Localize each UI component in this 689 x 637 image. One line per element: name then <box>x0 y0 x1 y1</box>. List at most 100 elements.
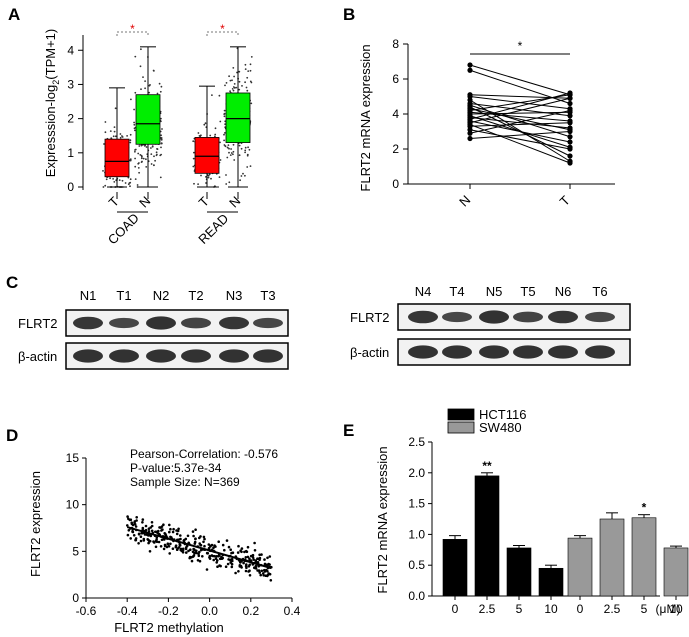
panel-d-point <box>202 540 205 544</box>
panel-a-point <box>210 177 212 180</box>
blot-band <box>513 311 543 323</box>
panel-a-point <box>140 161 143 164</box>
panel-a-point <box>233 87 236 89</box>
blot-band <box>109 349 139 363</box>
panel-a-point <box>230 148 233 150</box>
panel-b-sig-star: * <box>518 39 523 53</box>
panel-a-point <box>113 181 116 183</box>
panel-a-box-label: N <box>136 193 153 210</box>
panel-d-point <box>266 570 269 573</box>
panel-a-point <box>219 120 222 123</box>
panel-a-point <box>238 154 241 157</box>
panel-a-point <box>121 135 123 137</box>
panel-e-bar <box>442 539 468 597</box>
panel-b-pair-line <box>469 117 571 129</box>
panel-a-point <box>138 171 141 174</box>
blot-band <box>219 316 249 330</box>
panel-d-point <box>140 531 144 535</box>
panel-b-point-n <box>467 62 473 68</box>
panel-d-point <box>218 554 221 557</box>
panel-e-ytick-label: 1.5 <box>408 497 425 511</box>
panel-b-point-t <box>567 100 573 107</box>
panel-d-point <box>251 553 255 557</box>
panel-a-point <box>139 154 142 156</box>
panel-d-point <box>203 544 206 548</box>
panel-e-xtick-label: 10 <box>669 602 683 616</box>
panel-a-point <box>129 141 132 144</box>
panel-d-fit-line <box>126 526 272 570</box>
panel-b-point-t <box>567 95 573 101</box>
blot-lane-label: N3 <box>226 288 243 303</box>
panel-d-point <box>127 529 131 532</box>
panel-d-point <box>171 530 175 534</box>
blot-lane-label: T1 <box>116 288 131 303</box>
panel-d-point <box>195 551 198 555</box>
panel-a-point <box>209 134 212 137</box>
panel-d-point <box>155 536 159 539</box>
panel-d-point <box>221 556 224 560</box>
blot-row-label: β-actin <box>350 345 389 360</box>
panel-d-point <box>236 551 240 554</box>
panel-a-point <box>232 89 235 92</box>
panel-a-ytick-label: 1 <box>67 146 74 160</box>
panel-d-point <box>193 548 196 551</box>
panel-a-ylabel: Expresssion-log2(TPM+1) <box>43 29 61 177</box>
panel-d-point <box>229 548 232 551</box>
blot-lane-label: N2 <box>153 288 170 303</box>
panel-b-pair-line <box>469 110 571 134</box>
panel-d-point <box>247 570 250 573</box>
panel-a-point <box>205 176 207 178</box>
panel-d-point <box>194 537 197 540</box>
panel-d-point <box>254 566 258 570</box>
panel-a-point <box>129 139 132 142</box>
panel-a-point <box>136 184 139 186</box>
panel-a-point <box>158 82 161 85</box>
panel-d-point <box>126 515 129 518</box>
panel-a-point <box>144 87 147 90</box>
panel-d-point <box>230 565 234 569</box>
panel-d-point <box>174 544 178 547</box>
panel-a-point <box>113 130 116 133</box>
panel-d-point <box>212 558 215 562</box>
panel-d-point <box>253 541 256 545</box>
panel-a-point <box>144 144 147 147</box>
panel-d-point <box>165 545 169 549</box>
blot-band <box>408 345 438 359</box>
panel-d-point <box>184 547 188 551</box>
panel-a-group-label: COAD <box>105 210 142 247</box>
panel-b-point-t <box>567 160 573 166</box>
panel-a-point <box>219 159 222 161</box>
panel-b-pair-line <box>469 124 571 164</box>
panel-a-box <box>104 138 130 178</box>
panel-d-ylabel: FLRT2 expression <box>28 471 43 577</box>
panel-a-point <box>231 79 233 82</box>
panel-d-ytick-label: 10 <box>66 498 80 512</box>
panel-a-point <box>109 177 111 180</box>
panel-b-pair-line <box>469 104 571 138</box>
panel-a-point <box>128 182 131 184</box>
panel-d-point <box>162 547 166 551</box>
panel-d-xtick-label: 0.4 <box>284 604 301 618</box>
panel-a-point <box>129 133 132 136</box>
panel-a-point <box>104 131 107 134</box>
panel-a-point <box>228 181 231 184</box>
panel-d-point <box>219 564 222 568</box>
panel-d-point <box>133 520 137 523</box>
panel-d-point <box>260 553 263 556</box>
panel-e-sig-star: ** <box>482 459 492 473</box>
panel-d-point <box>129 537 132 540</box>
panel-d-point <box>148 539 152 543</box>
panel-d-point <box>137 542 140 545</box>
blot-band <box>181 349 211 363</box>
panel-a-point <box>233 83 236 85</box>
panel-a-point <box>160 85 163 88</box>
panel-b-pair-line <box>469 92 571 120</box>
panel-a-point <box>232 150 235 153</box>
panel-d-point <box>178 543 182 546</box>
panel-a-point <box>105 178 108 181</box>
blot-band <box>253 349 283 363</box>
panel-a-point <box>248 148 251 151</box>
panel-a-point <box>228 147 230 150</box>
panel-a-point <box>218 176 221 179</box>
panel-d-point <box>129 518 133 521</box>
